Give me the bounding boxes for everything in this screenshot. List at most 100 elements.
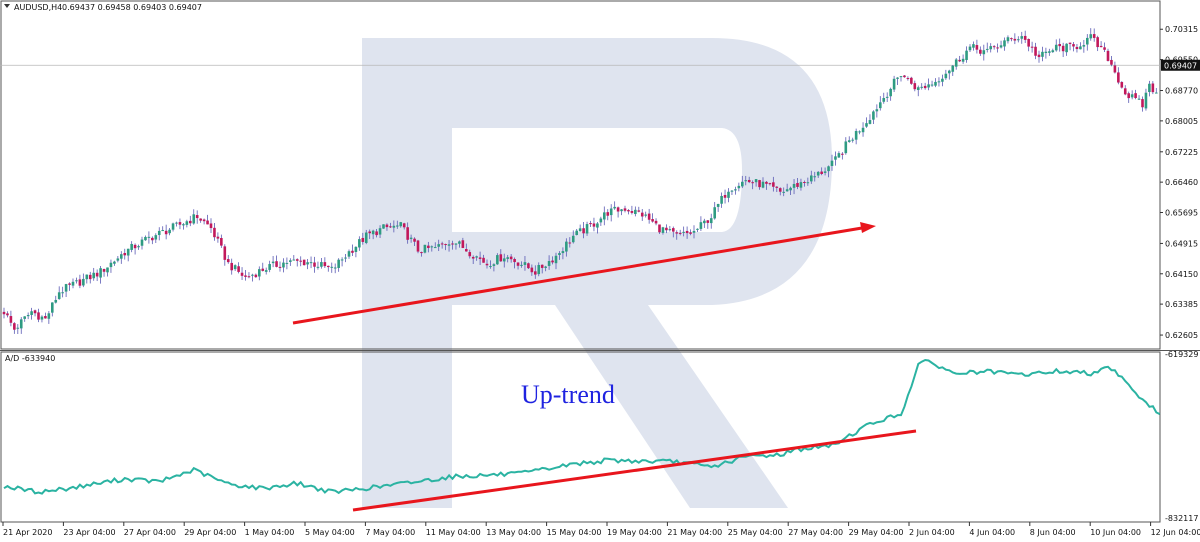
candle-body (261, 268, 265, 271)
candle (816, 171, 820, 178)
candle (430, 245, 434, 252)
candle (934, 78, 937, 88)
candle-body (1141, 99, 1144, 108)
indicator-label: A/D -633940 (5, 354, 55, 363)
candle (565, 238, 568, 257)
candle (727, 188, 730, 203)
candle (182, 222, 185, 230)
candle (637, 206, 641, 213)
candle-body (1130, 94, 1134, 98)
candle (354, 246, 358, 258)
candle-body (965, 50, 968, 61)
candle-body (123, 252, 127, 256)
candle-body (465, 249, 468, 252)
candle (796, 178, 799, 190)
candle-body (375, 231, 378, 236)
candle-body (258, 269, 261, 277)
candle (444, 243, 447, 251)
candle-body (830, 160, 834, 166)
candle (989, 43, 992, 53)
candle (689, 229, 692, 236)
watermark-bowl (452, 38, 832, 305)
candle (68, 282, 71, 291)
candle-body (958, 59, 961, 62)
candle (747, 176, 751, 184)
candle (6, 311, 9, 318)
candle-body (806, 182, 810, 184)
candle-body (26, 314, 30, 317)
candle-body (554, 255, 558, 264)
candle (261, 262, 265, 272)
candle (475, 255, 478, 261)
candle (813, 171, 817, 182)
candle-body (126, 248, 130, 256)
candle (1117, 67, 1120, 85)
candle (154, 233, 158, 243)
candle (768, 182, 772, 186)
candle (613, 201, 616, 210)
candle (264, 267, 268, 275)
candle (1037, 50, 1041, 63)
candle-body (661, 227, 665, 233)
candle-body (516, 262, 520, 266)
candle (558, 251, 561, 260)
candle (1065, 43, 1068, 56)
candle (385, 223, 389, 231)
candle (1079, 42, 1082, 50)
candle-body (865, 123, 868, 127)
candle (844, 137, 848, 155)
candle-body (23, 316, 26, 319)
candle-body (6, 313, 9, 316)
candle (761, 177, 765, 189)
candle-body (647, 213, 651, 220)
candle-body (240, 272, 244, 276)
candle-body (85, 274, 89, 280)
candle-body (841, 153, 844, 155)
candle-body (1092, 34, 1096, 38)
candle-body (906, 78, 910, 80)
candle (561, 247, 565, 260)
candle-body (968, 46, 972, 51)
dropdown-triangle-icon[interactable] (4, 4, 10, 8)
candle (202, 218, 206, 225)
candle-body (672, 228, 675, 232)
candle (599, 216, 603, 226)
candle (99, 266, 102, 284)
candle-body (161, 230, 164, 232)
price-tick-label: 0.64915 (1165, 239, 1198, 248)
candle (220, 234, 223, 248)
candle-body (813, 176, 817, 178)
candle (320, 257, 323, 269)
candle-body (1075, 46, 1079, 50)
candle (40, 315, 44, 323)
candle (371, 229, 375, 240)
price-tick-label: 0.65695 (1165, 208, 1198, 217)
candle (423, 244, 427, 254)
candle-body (154, 235, 158, 240)
candle (799, 178, 803, 191)
candle (489, 260, 492, 269)
candle (368, 229, 371, 240)
candle-body (1113, 65, 1117, 73)
candle-body (937, 81, 941, 83)
candle (1103, 42, 1106, 53)
candle-body (409, 237, 413, 239)
candle-body (489, 266, 492, 268)
candle (1058, 38, 1061, 52)
candle (1134, 89, 1137, 100)
candle-body (630, 211, 634, 213)
candle (271, 256, 275, 268)
candle (820, 167, 823, 176)
candle-body (51, 302, 54, 313)
candle-body (347, 251, 351, 257)
candle (923, 82, 927, 90)
candle-body (451, 243, 454, 245)
candle (744, 175, 748, 186)
candle-body (799, 182, 803, 188)
candle-body (195, 215, 199, 219)
candle (26, 312, 30, 320)
candle (540, 264, 544, 274)
candle-body (540, 264, 544, 268)
candle (1006, 35, 1010, 44)
candle (544, 265, 547, 272)
